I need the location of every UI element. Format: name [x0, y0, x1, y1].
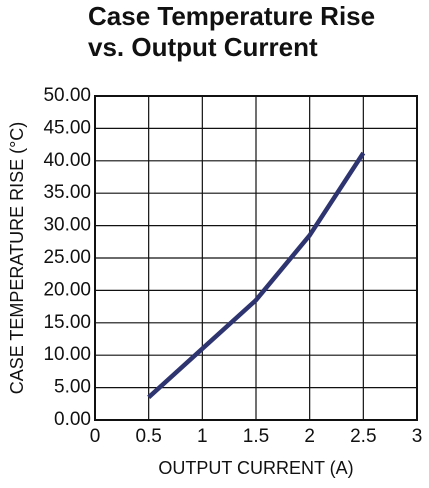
y-axis-label: CASE TEMPERATURE RISE (°C): [7, 122, 27, 395]
y-tick-label: 40.00: [43, 150, 91, 171]
y-tick-label: 30.00: [43, 215, 91, 236]
y-tick-label: 35.00: [43, 182, 91, 203]
y-tick-label: 5.00: [54, 377, 91, 398]
x-tick-label: 3: [412, 426, 423, 447]
plot-frame: [94, 95, 418, 421]
y-tick-label: 25.00: [43, 247, 91, 268]
chart-title: Case Temperature Rise: [88, 1, 375, 31]
x-tick-label: 2: [304, 426, 315, 447]
y-tick-label: 10.00: [43, 344, 91, 365]
x-tick-label: 1: [197, 426, 208, 447]
x-tick-label: 2.5: [350, 426, 376, 447]
y-tick-label: 15.00: [43, 312, 91, 333]
x-axis-label: OUTPUT CURRENT (A): [158, 458, 353, 478]
x-tick-label: 0: [90, 426, 101, 447]
x-tick-label: 1.5: [243, 426, 269, 447]
y-tick-label: 50.00: [43, 85, 91, 106]
y-tick-label: 20.00: [43, 279, 91, 300]
chart-title: vs. Output Current: [88, 32, 318, 62]
y-tick-label: 0.00: [54, 409, 91, 430]
x-tick-label: 0.5: [135, 426, 161, 447]
data-line: [147, 151, 366, 399]
y-tick-label: 45.00: [43, 117, 91, 138]
